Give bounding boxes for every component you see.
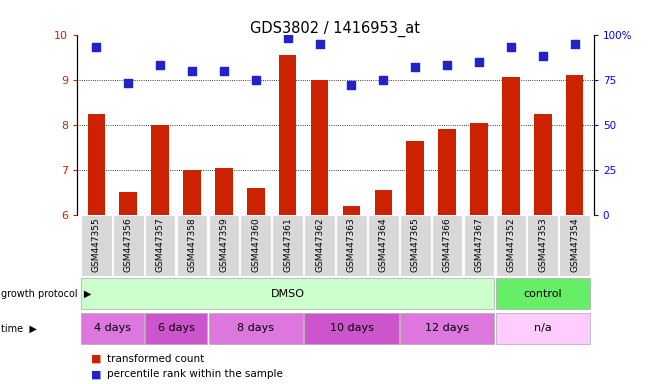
- FancyBboxPatch shape: [209, 313, 303, 344]
- Point: [346, 82, 357, 88]
- FancyBboxPatch shape: [240, 215, 271, 276]
- Text: GSM447367: GSM447367: [474, 217, 484, 271]
- Text: GSM447362: GSM447362: [315, 217, 324, 271]
- Text: 4 days: 4 days: [94, 323, 131, 333]
- Bar: [215, 168, 233, 215]
- FancyBboxPatch shape: [81, 313, 144, 344]
- FancyBboxPatch shape: [272, 215, 303, 276]
- Bar: [119, 192, 137, 215]
- FancyBboxPatch shape: [496, 313, 590, 344]
- Text: GSM447357: GSM447357: [156, 217, 164, 271]
- FancyBboxPatch shape: [176, 215, 207, 276]
- FancyBboxPatch shape: [145, 215, 175, 276]
- Bar: [343, 206, 360, 215]
- Text: GSM447359: GSM447359: [219, 217, 228, 271]
- FancyBboxPatch shape: [113, 215, 144, 276]
- Bar: [152, 125, 169, 215]
- Point: [187, 68, 197, 74]
- Text: 8 days: 8 days: [238, 323, 274, 333]
- Point: [91, 44, 102, 50]
- Bar: [534, 114, 552, 215]
- Point: [442, 62, 452, 68]
- Point: [250, 77, 261, 83]
- FancyBboxPatch shape: [560, 215, 590, 276]
- FancyBboxPatch shape: [368, 215, 399, 276]
- FancyBboxPatch shape: [81, 215, 111, 276]
- Text: 12 days: 12 days: [425, 323, 469, 333]
- Bar: [502, 78, 519, 215]
- FancyBboxPatch shape: [496, 215, 526, 276]
- Text: GSM447352: GSM447352: [507, 217, 515, 271]
- Point: [123, 80, 134, 86]
- Point: [282, 35, 293, 41]
- Point: [410, 64, 421, 70]
- FancyBboxPatch shape: [432, 215, 462, 276]
- FancyBboxPatch shape: [464, 215, 495, 276]
- Bar: [407, 141, 424, 215]
- Text: GSM447355: GSM447355: [92, 217, 101, 271]
- FancyBboxPatch shape: [496, 278, 590, 310]
- Bar: [87, 114, 105, 215]
- Text: GSM447365: GSM447365: [411, 217, 420, 271]
- Point: [474, 59, 484, 65]
- Bar: [438, 129, 456, 215]
- FancyBboxPatch shape: [81, 278, 495, 310]
- Text: ■: ■: [91, 354, 101, 364]
- Bar: [311, 80, 328, 215]
- Text: DMSO: DMSO: [270, 289, 305, 299]
- Text: time  ▶: time ▶: [1, 323, 37, 333]
- Text: growth protocol  ▶: growth protocol ▶: [1, 289, 92, 299]
- Point: [569, 41, 580, 47]
- Point: [505, 44, 516, 50]
- Text: transformed count: transformed count: [107, 354, 205, 364]
- Text: GSM447353: GSM447353: [538, 217, 548, 271]
- Bar: [247, 188, 264, 215]
- Point: [537, 53, 548, 59]
- Bar: [279, 55, 297, 215]
- FancyBboxPatch shape: [145, 313, 207, 344]
- Point: [314, 41, 325, 47]
- FancyBboxPatch shape: [304, 313, 399, 344]
- Text: GSM447354: GSM447354: [570, 217, 579, 271]
- Bar: [566, 75, 584, 215]
- Text: ■: ■: [91, 369, 101, 379]
- FancyBboxPatch shape: [336, 215, 367, 276]
- Text: control: control: [523, 289, 562, 299]
- Text: n/a: n/a: [534, 323, 552, 333]
- Text: GSM447360: GSM447360: [251, 217, 260, 271]
- FancyBboxPatch shape: [209, 215, 239, 276]
- Text: GSM447356: GSM447356: [123, 217, 133, 271]
- Text: GSM447361: GSM447361: [283, 217, 292, 271]
- Text: GSM447364: GSM447364: [379, 217, 388, 271]
- Text: 10 days: 10 days: [329, 323, 373, 333]
- Text: GDS3802 / 1416953_at: GDS3802 / 1416953_at: [250, 21, 421, 37]
- FancyBboxPatch shape: [527, 215, 558, 276]
- Text: GSM447358: GSM447358: [187, 217, 197, 271]
- FancyBboxPatch shape: [304, 215, 335, 276]
- Bar: [374, 190, 392, 215]
- FancyBboxPatch shape: [400, 313, 495, 344]
- Text: 6 days: 6 days: [158, 323, 195, 333]
- Bar: [183, 170, 201, 215]
- FancyBboxPatch shape: [400, 215, 431, 276]
- Point: [378, 77, 389, 83]
- Text: GSM447366: GSM447366: [443, 217, 452, 271]
- Bar: [470, 122, 488, 215]
- Point: [155, 62, 166, 68]
- Text: GSM447363: GSM447363: [347, 217, 356, 271]
- Point: [219, 68, 229, 74]
- Text: percentile rank within the sample: percentile rank within the sample: [107, 369, 283, 379]
